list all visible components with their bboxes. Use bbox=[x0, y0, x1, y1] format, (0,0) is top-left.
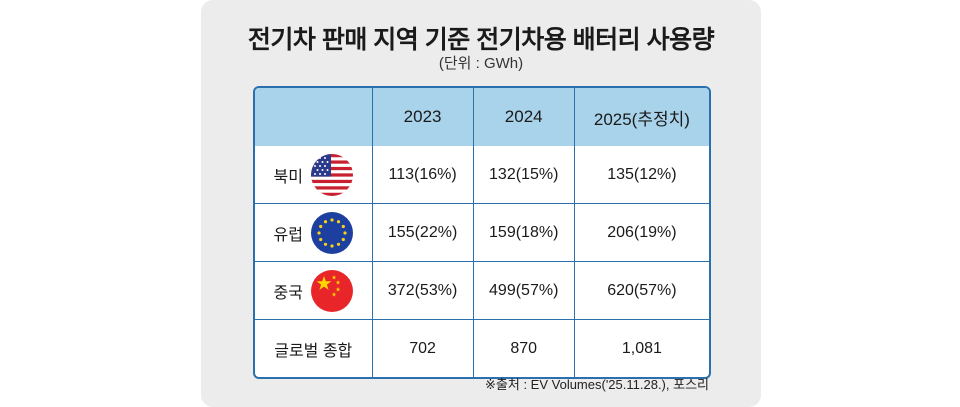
table-header-row: 2023 2024 2025(추정치) bbox=[255, 88, 709, 146]
region-label: 북미 bbox=[273, 168, 303, 186]
cell-2023: 702 bbox=[373, 320, 474, 377]
eu-flag-icon bbox=[310, 211, 353, 254]
cell-2025: 620(57%) bbox=[574, 262, 709, 320]
battery-usage-table: 2023 2024 2025(추정치) 북미 bbox=[253, 86, 711, 379]
header-2025: 2025(추정치) bbox=[574, 88, 709, 146]
region-cell: 유럽 bbox=[255, 204, 373, 262]
cell-2024: 159(18%) bbox=[473, 204, 575, 262]
page-title: 전기차 판매 지역 기준 전기차용 배터리 사용량 bbox=[247, 26, 715, 54]
cell-2023: 155(22%) bbox=[372, 204, 474, 262]
infographic-card: 전기차 판매 지역 기준 전기차용 배터리 사용량 (단위 : GWh) 202… bbox=[201, 0, 761, 407]
cell-2023: 372(53%) bbox=[372, 262, 474, 320]
cell-2024: 132(15%) bbox=[473, 146, 575, 204]
table-row: 북미 bbox=[255, 146, 709, 204]
us-flag-icon bbox=[310, 153, 353, 196]
table-row-total: 글로벌 종합 702 870 1,081 bbox=[255, 320, 709, 377]
region-label: 유럽 bbox=[273, 226, 303, 244]
source-note: ※출처 : EV Volumes('25.11.28.), 포스리 bbox=[485, 377, 709, 392]
cell-2024: 870 bbox=[474, 320, 575, 377]
total-label: 글로벌 종합 bbox=[255, 320, 373, 377]
region-cell: 북미 bbox=[255, 146, 373, 204]
region-label: 중국 bbox=[273, 284, 303, 302]
cell-2025: 206(19%) bbox=[574, 204, 709, 262]
cell-2024: 499(57%) bbox=[473, 262, 575, 320]
header-2023: 2023 bbox=[372, 88, 474, 146]
table-row: 중국 372(53%) bbox=[255, 262, 709, 320]
header-2024: 2024 bbox=[473, 88, 575, 146]
cell-2025: 135(12%) bbox=[574, 146, 709, 204]
unit-label: (단위 : GWh) bbox=[438, 55, 524, 72]
cell-2023: 113(16%) bbox=[372, 146, 474, 204]
cell-2025: 1,081 bbox=[621, 339, 662, 357]
china-flag-icon bbox=[310, 269, 353, 312]
table-row: 유럽 bbox=[255, 204, 709, 262]
region-cell: 중국 bbox=[255, 262, 373, 320]
header-region bbox=[255, 88, 373, 146]
